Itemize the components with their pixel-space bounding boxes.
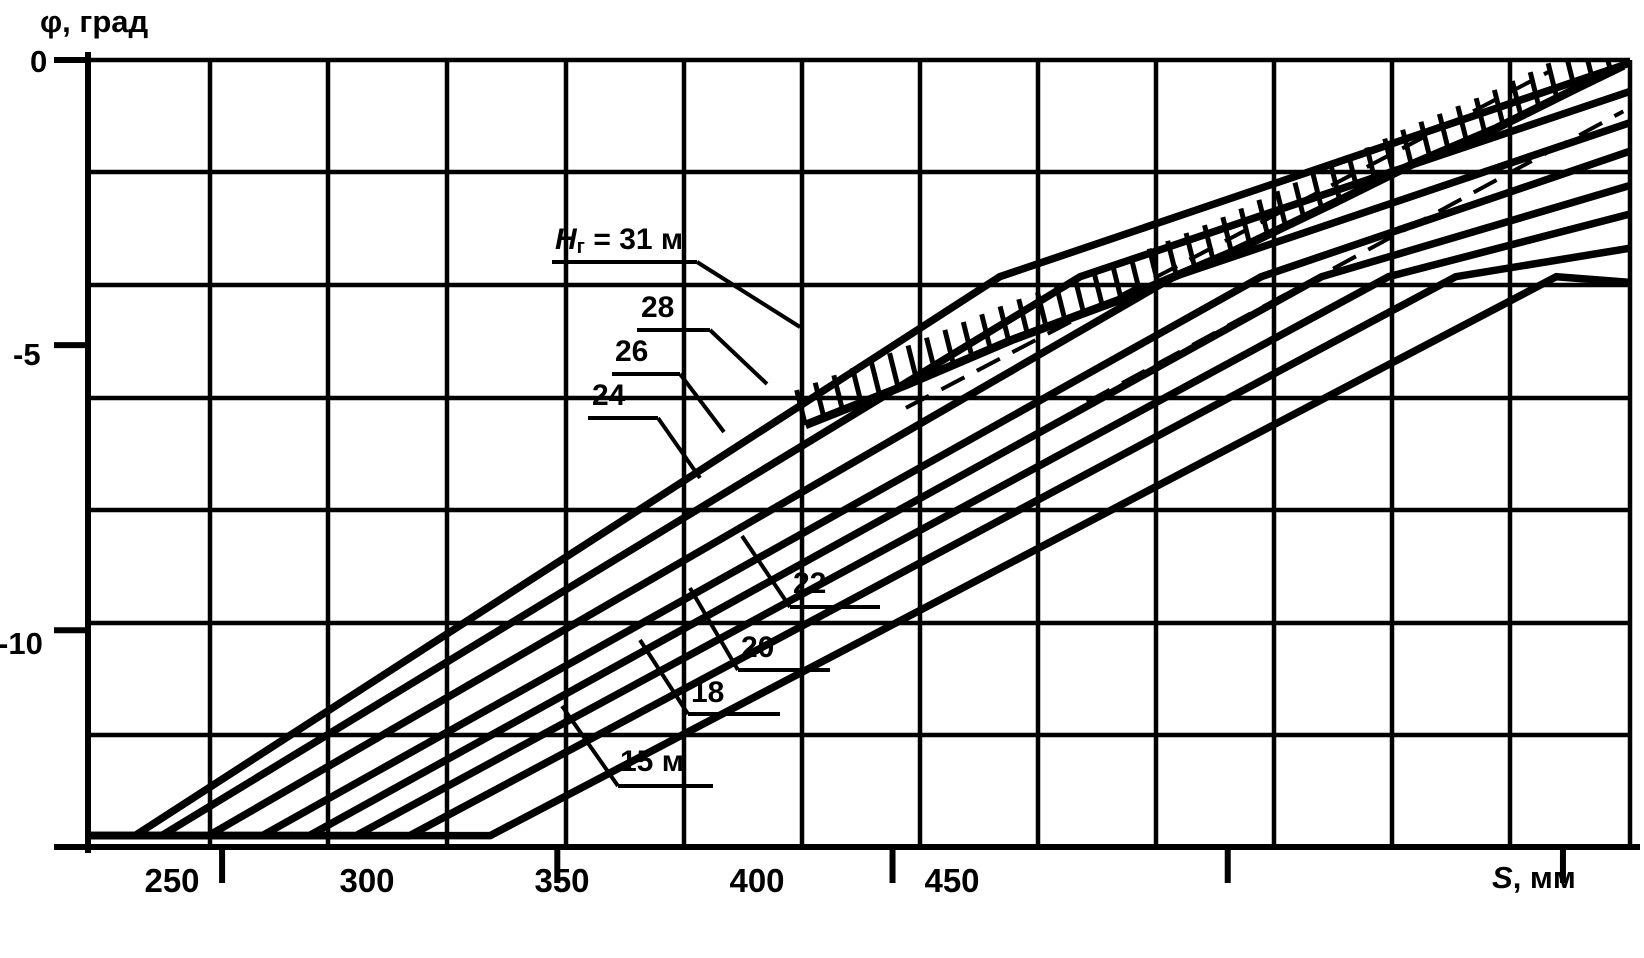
callout-leader-3	[656, 416, 702, 480]
hatch-tick	[1091, 270, 1105, 307]
hatch-tick	[1256, 199, 1271, 236]
hatch-tick	[1016, 298, 1030, 335]
hatch-tick	[1128, 255, 1143, 292]
curve-label-18: 18	[691, 676, 725, 709]
hatch-tick	[887, 352, 901, 389]
hatch-tick	[849, 367, 864, 404]
hatch-tick	[960, 321, 975, 358]
hatch-tick	[1400, 129, 1414, 166]
curve-label-31: Hг = 31 м	[555, 223, 683, 259]
hatch-tick	[812, 382, 827, 419]
curve-18	[88, 244, 1630, 840]
curve-label-15: 15 м	[620, 745, 684, 778]
hatch-tick	[905, 344, 920, 382]
y-axis-title: φ, град	[40, 4, 149, 39]
hatch-tick	[1238, 207, 1253, 245]
callout-leader-4	[740, 534, 792, 609]
axis-ticks	[219, 847, 1566, 883]
callout-leader-5	[688, 586, 740, 672]
hatch-tick	[979, 313, 993, 350]
hatch-tick	[1165, 240, 1179, 277]
boundary-line	[803, 61, 1626, 429]
hatch-tick	[1220, 216, 1234, 253]
x-tick-label-350: 350	[534, 862, 590, 899]
hatch-tick	[924, 337, 938, 374]
hatch-tick	[1564, 60, 1578, 90]
hatch-tick	[1202, 224, 1216, 261]
hatch-tick	[1146, 248, 1161, 285]
curve-label-26: 26	[615, 335, 649, 368]
curve-family	[88, 60, 1630, 840]
hatch-tick	[1527, 71, 1542, 108]
hatch-tick	[794, 389, 808, 426]
x-tick-label-450: 450	[924, 862, 980, 899]
hatch-tick	[1183, 232, 1198, 269]
hatch-tick	[1346, 155, 1361, 192]
curve-31	[88, 60, 1630, 840]
legend-H-sub: г	[576, 236, 586, 258]
constraint-boundary-hatched	[794, 60, 1626, 429]
callout-leader-0	[695, 260, 802, 329]
hatch-tick	[1418, 121, 1433, 158]
hatch-tick	[1455, 105, 1469, 142]
curve-label-20: 20	[741, 631, 775, 664]
callout-leader-6	[638, 638, 690, 716]
hatch-tick	[868, 359, 883, 397]
hatch-tick	[1328, 164, 1343, 201]
hatch-tick	[1585, 60, 1596, 82]
curve-label-24: 24	[592, 379, 626, 412]
hatch-tick	[1274, 190, 1289, 227]
curve-15	[88, 272, 1630, 840]
legend-value: = 31 м	[585, 223, 684, 256]
hatch-tick	[1491, 89, 1506, 126]
x-axis-title-var: S	[1492, 860, 1513, 895]
hatch-tick	[1310, 173, 1325, 210]
hatch-tick	[1072, 277, 1087, 314]
x-axis-title-unit: , мм	[1512, 860, 1576, 895]
axis-frame	[54, 52, 1640, 853]
hatch-tick	[942, 329, 957, 366]
x-tick-label-400: 400	[729, 862, 785, 899]
callout-leader-2	[678, 372, 726, 434]
y-tick-label-0: 0	[30, 44, 48, 79]
hatch-tick	[1364, 146, 1379, 184]
dashed-guide-line	[1085, 109, 1625, 404]
hatch-tick	[1382, 138, 1396, 175]
y-tick-label-minus5: -5	[13, 337, 41, 372]
callout-leaders	[552, 260, 880, 788]
hatch-tick	[1605, 60, 1614, 73]
callout-leader-7	[560, 704, 620, 788]
hatch-tick	[1053, 284, 1068, 321]
hatch-tick	[1473, 97, 1488, 134]
hatch-tick	[831, 374, 845, 411]
hatch-tick	[1292, 182, 1307, 219]
hatch-tick	[1436, 113, 1451, 150]
hatch-tick	[1035, 291, 1049, 328]
x-tick-label-300: 300	[339, 862, 395, 899]
grid	[85, 57, 1633, 850]
hatch-tick	[997, 305, 1012, 342]
curve-label-22: 22	[793, 567, 827, 600]
hatch-tick	[1110, 263, 1124, 300]
legend-H: H	[555, 223, 577, 256]
x-tick-label-250: 250	[144, 862, 200, 899]
y-tick-label-minus10: -10	[0, 626, 43, 661]
x-axis-title: S, мм	[1492, 860, 1576, 896]
curve-label-28: 28	[641, 291, 675, 324]
hatch-tick	[1545, 62, 1560, 99]
callout-leader-1	[708, 328, 769, 386]
hatch-tick	[1509, 80, 1524, 117]
